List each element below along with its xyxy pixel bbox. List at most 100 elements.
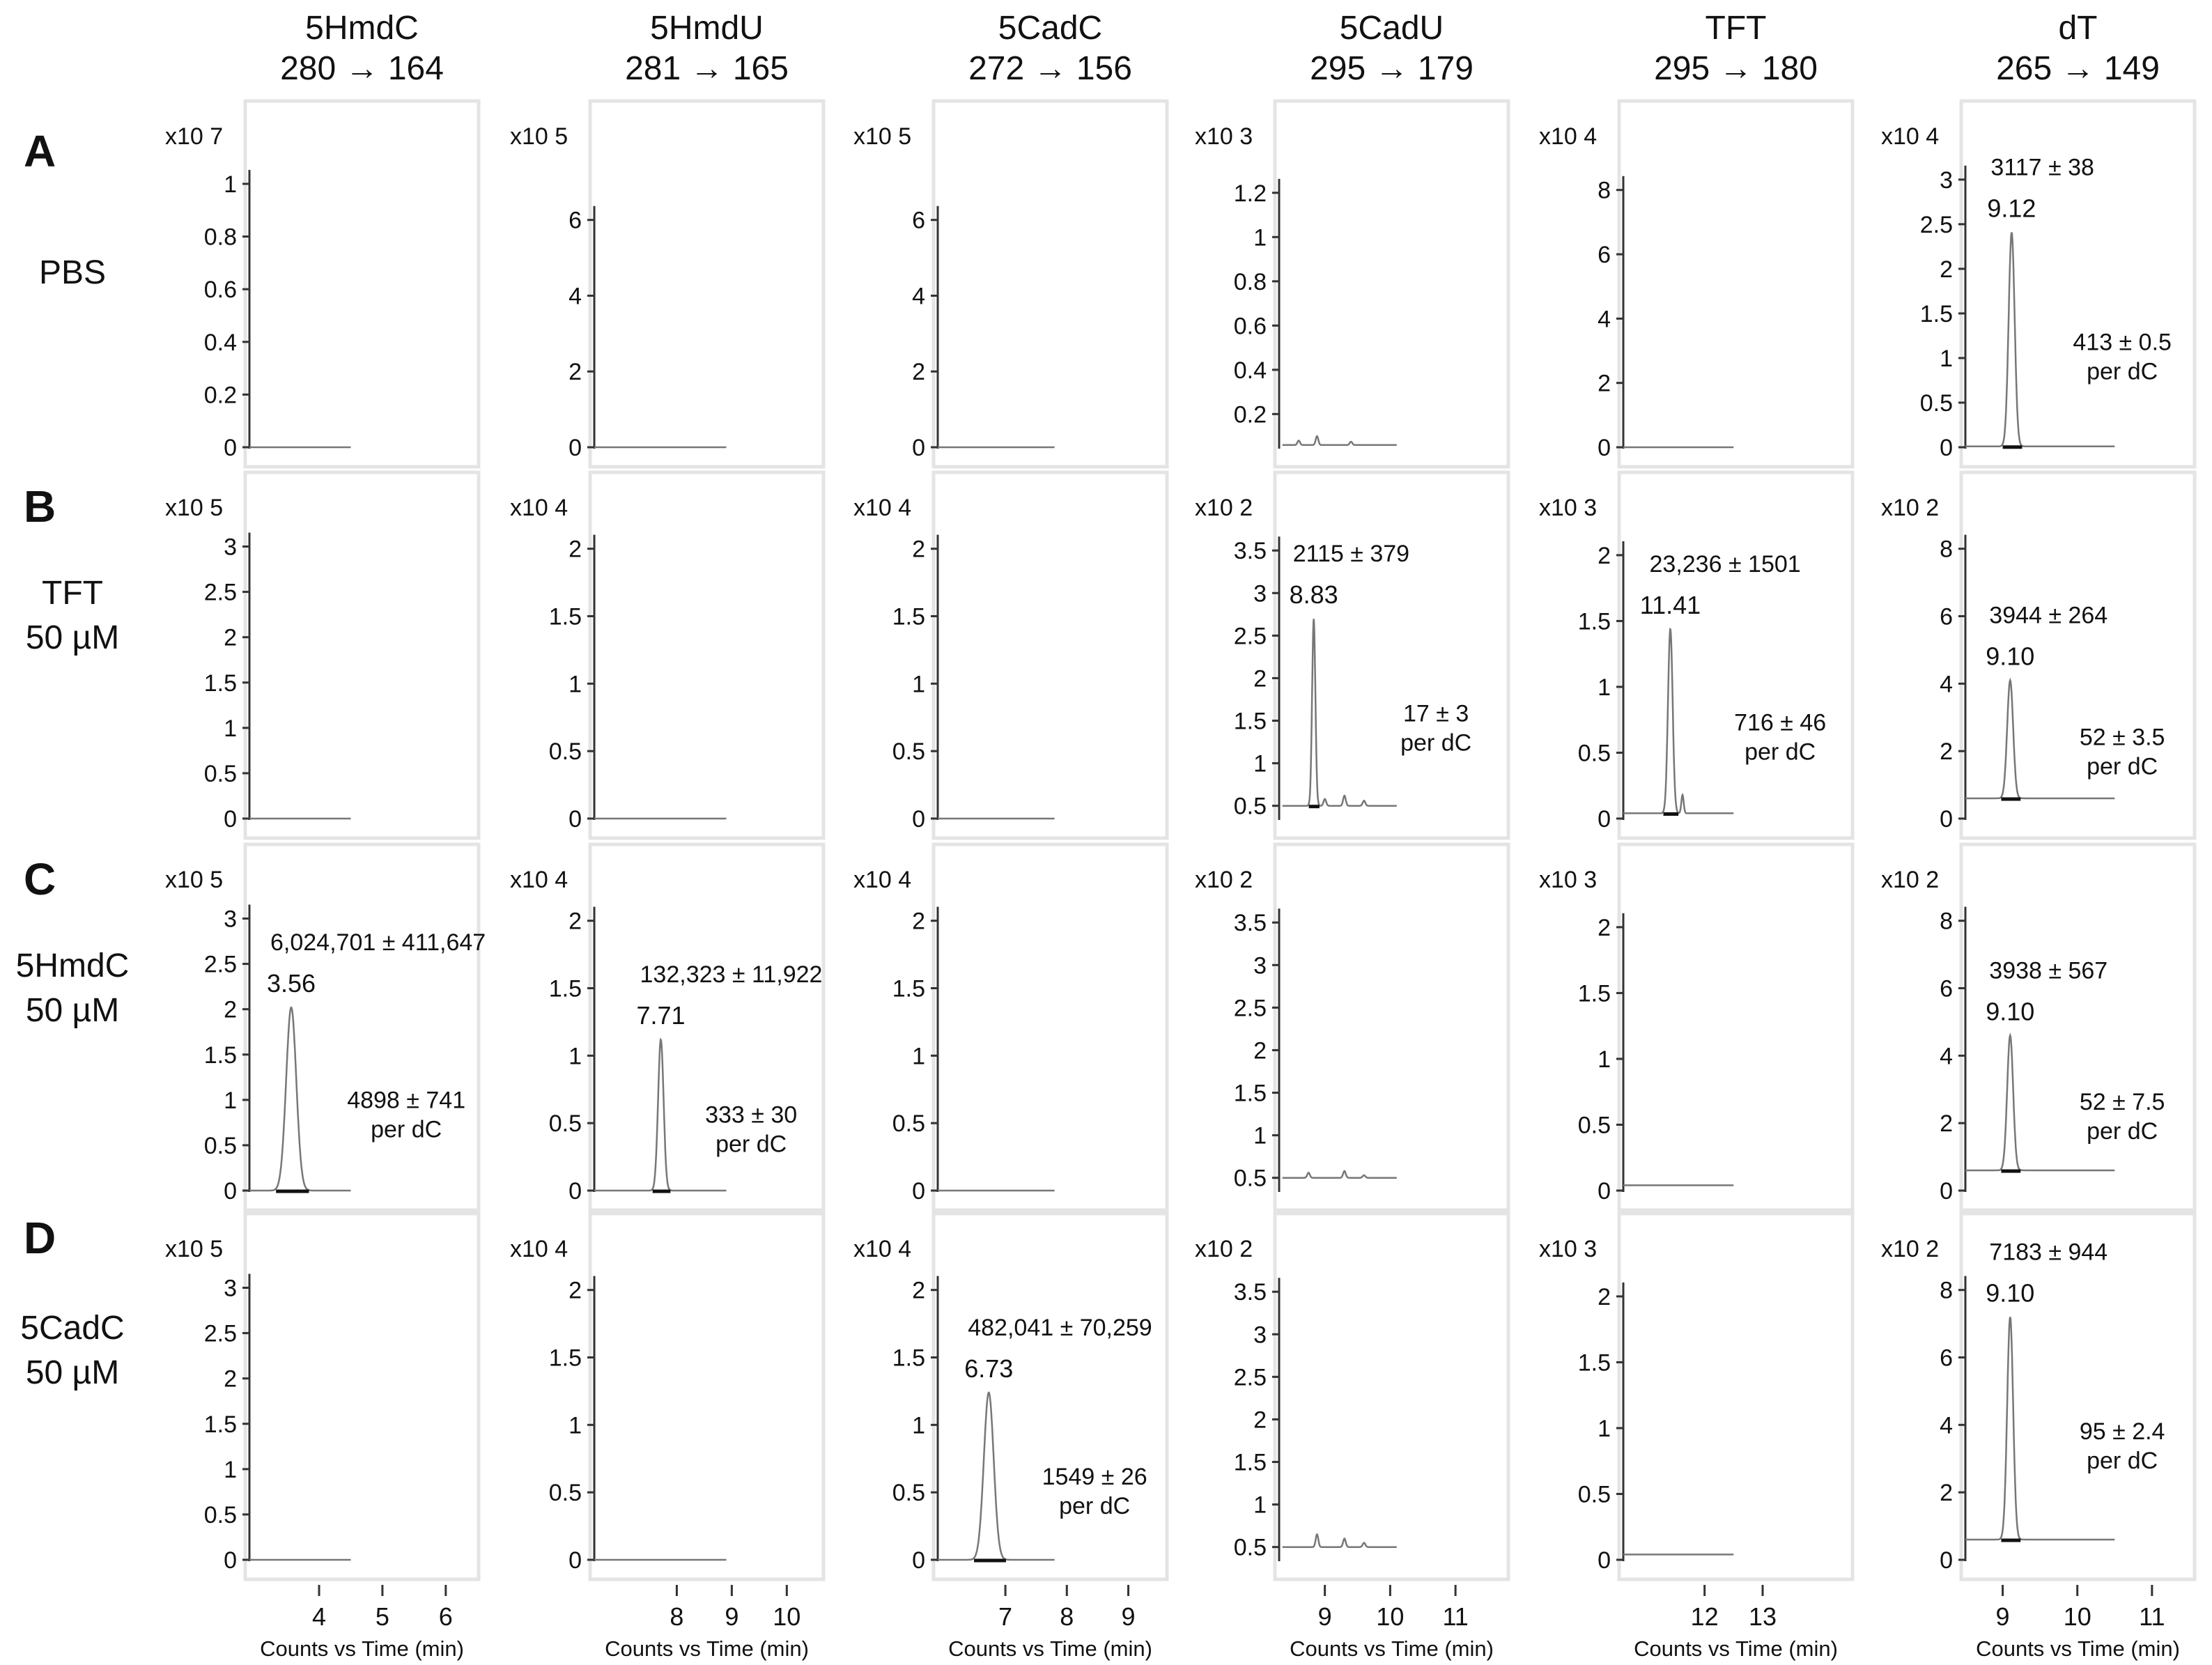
y-scale-label: x10 4 [853,867,911,893]
column-header-TFT: TFT 295 → 180 [1569,8,1903,89]
peak-area-label: 6,024,701 ± 411,647 [270,929,486,956]
x-axis-label: Counts vs Time (min) [1290,1636,1494,1661]
per-dc-unit: per dC [2087,358,2158,385]
per-dc-unit: per dC [371,1117,442,1143]
y-tick-label: 4 [569,283,582,309]
y-tick-label: 0 [569,806,582,832]
panel-frame [1617,470,1855,840]
y-tick-label: 3 [1253,580,1267,607]
y-tick-label: 2 [1940,738,1953,765]
panel-frame [1273,842,1510,1212]
chromatogram-trace [1282,619,1397,807]
chromatogram-trace [594,1037,727,1192]
panel-C-5HmdC: x10 5 0 0.5 1 1.5 2 2.5 3 3.56 6,024,701 ± 411,64… [165,842,486,1212]
peak-area-label: 3938 ± 567 [1989,957,2107,984]
panel-D-5CadU: x10 2 0.5 1 1.5 2 2.5 3 3.5 [1195,1211,1510,1581]
row-letter-D: D [24,1213,56,1263]
y-tick-label: 0 [1598,806,1611,832]
x-tick-label: 9 [1318,1602,1332,1631]
y-tick-label: 2 [1940,1110,1953,1137]
panel-D-5HmdC: x10 5 0 0.5 1 1.5 2 2.5 3 [165,1211,481,1581]
y-tick-label: 2.5 [1920,212,1953,238]
column-name: 5CadU [1339,10,1444,47]
column-transition: 281 → 165 [625,50,789,87]
row-letter-B: B [24,481,56,532]
panel-frame [243,99,481,469]
peak-area-label: 132,323 ± 11,922 [640,961,823,988]
y-tick-label: 0.5 [1578,1112,1611,1138]
y-tick-label: 2 [912,536,925,563]
y-tick-label: 1 [224,171,237,198]
x-tick-label: 5 [376,1602,389,1631]
peak-area-label: 3944 ± 264 [1989,603,2107,629]
y-scale-label: x10 4 [1881,123,1939,150]
y-tick-label: 3 [224,534,237,561]
y-tick-label: 0.2 [1234,401,1267,428]
x-tick-label: 6 [439,1602,453,1631]
panel-frame [588,1211,826,1581]
x-tick-label: 9 [1996,1602,2010,1631]
y-scale-label: x10 4 [510,867,568,893]
chromatogram-trace [938,1391,1055,1561]
x-axis: 7 8 9 Counts vs Time (min) [936,1585,1152,1661]
y-tick-label: 0.5 [892,1110,925,1137]
panel-frame [931,1211,1169,1581]
peak-retention-time: 11.41 [1640,591,1701,619]
per-dc-unit: per dC [2087,1448,2158,1474]
panel-B-TFT: x10 3 0 0.5 1 1.5 2 11.41 23,236 ± 1501 716 ± 46… [1539,470,1855,840]
y-tick-label: 1 [1253,1123,1267,1149]
panel-frame [931,470,1169,840]
chromatogram-trace [1282,435,1397,447]
row-label-line: 5HmdC [15,947,130,984]
y-tick-label: 0.5 [892,738,925,765]
y-tick-label: 2 [912,359,925,385]
panel-frame [1273,470,1510,840]
y-tick-label: 2 [1253,665,1267,692]
y-scale-label: x10 5 [165,1236,223,1262]
y-tick-label: 1.5 [1578,608,1611,635]
panel-frame [243,1211,481,1581]
per-dc-value: 413 ± 0.5 [2073,329,2172,355]
y-tick-label: 1.5 [1234,1081,1267,1107]
y-scale-label: x10 4 [853,495,911,521]
y-tick-label: 1 [1598,1046,1611,1073]
chromatogram-trace [1965,232,2115,447]
y-tick-label: 6 [569,208,582,234]
x-tick-label: 8 [1060,1602,1074,1631]
y-scale-label: x10 4 [510,1236,568,1262]
y-tick-label: 6 [1598,242,1611,268]
panel-B-dT: x10 2 0 2 4 6 8 9.10 3944 ± 264 52 ± 3.5 per dC [1881,470,2197,840]
y-tick-label: 1.5 [549,1345,582,1372]
y-tick-label: 1.5 [1578,1349,1611,1376]
y-tick-label: 0 [224,1547,237,1574]
row-label-line: PBS [38,254,107,291]
x-tick-label: 11 [2139,1602,2165,1631]
x-tick-label: 9 [1122,1602,1136,1631]
y-tick-label: 0.6 [1234,313,1267,339]
y-tick-label: 2 [569,1278,582,1304]
per-dc-unit: per dC [716,1131,787,1157]
y-tick-label: 3 [224,1276,237,1302]
row-label-A: PBS [3,251,142,295]
per-dc-unit: per dC [2087,754,2158,780]
y-tick-label: 2 [569,359,582,385]
y-scale-label: x10 3 [1539,867,1597,893]
peak-area-label: 2115 ± 379 [1293,541,1409,567]
y-tick-label: 0 [912,1178,925,1205]
y-tick-label: 3.5 [1234,910,1267,936]
per-dc-value: 52 ± 7.5 [2080,1089,2165,1115]
column-header-5HmdU: 5HmdU 281 → 165 [540,8,874,89]
y-tick-label: 0.5 [1234,1166,1267,1192]
y-tick-label: 0 [1940,435,1953,461]
panel-D-dT: x10 2 0 2 4 6 8 9.10 7183 ± 944 95 ± 2.4 per dC [1881,1211,2197,1581]
y-tick-label: 2.5 [204,952,237,978]
y-tick-label: 2.5 [1234,995,1267,1021]
row-label-D: 5CadC 50 µM [3,1306,142,1395]
row-label-B: TFT 50 µM [3,571,142,660]
y-tick-label: 2.5 [1234,623,1267,649]
y-scale-label: x10 5 [165,867,223,893]
column-name: dT [2058,10,2098,47]
y-tick-label: 4 [1940,671,1953,697]
